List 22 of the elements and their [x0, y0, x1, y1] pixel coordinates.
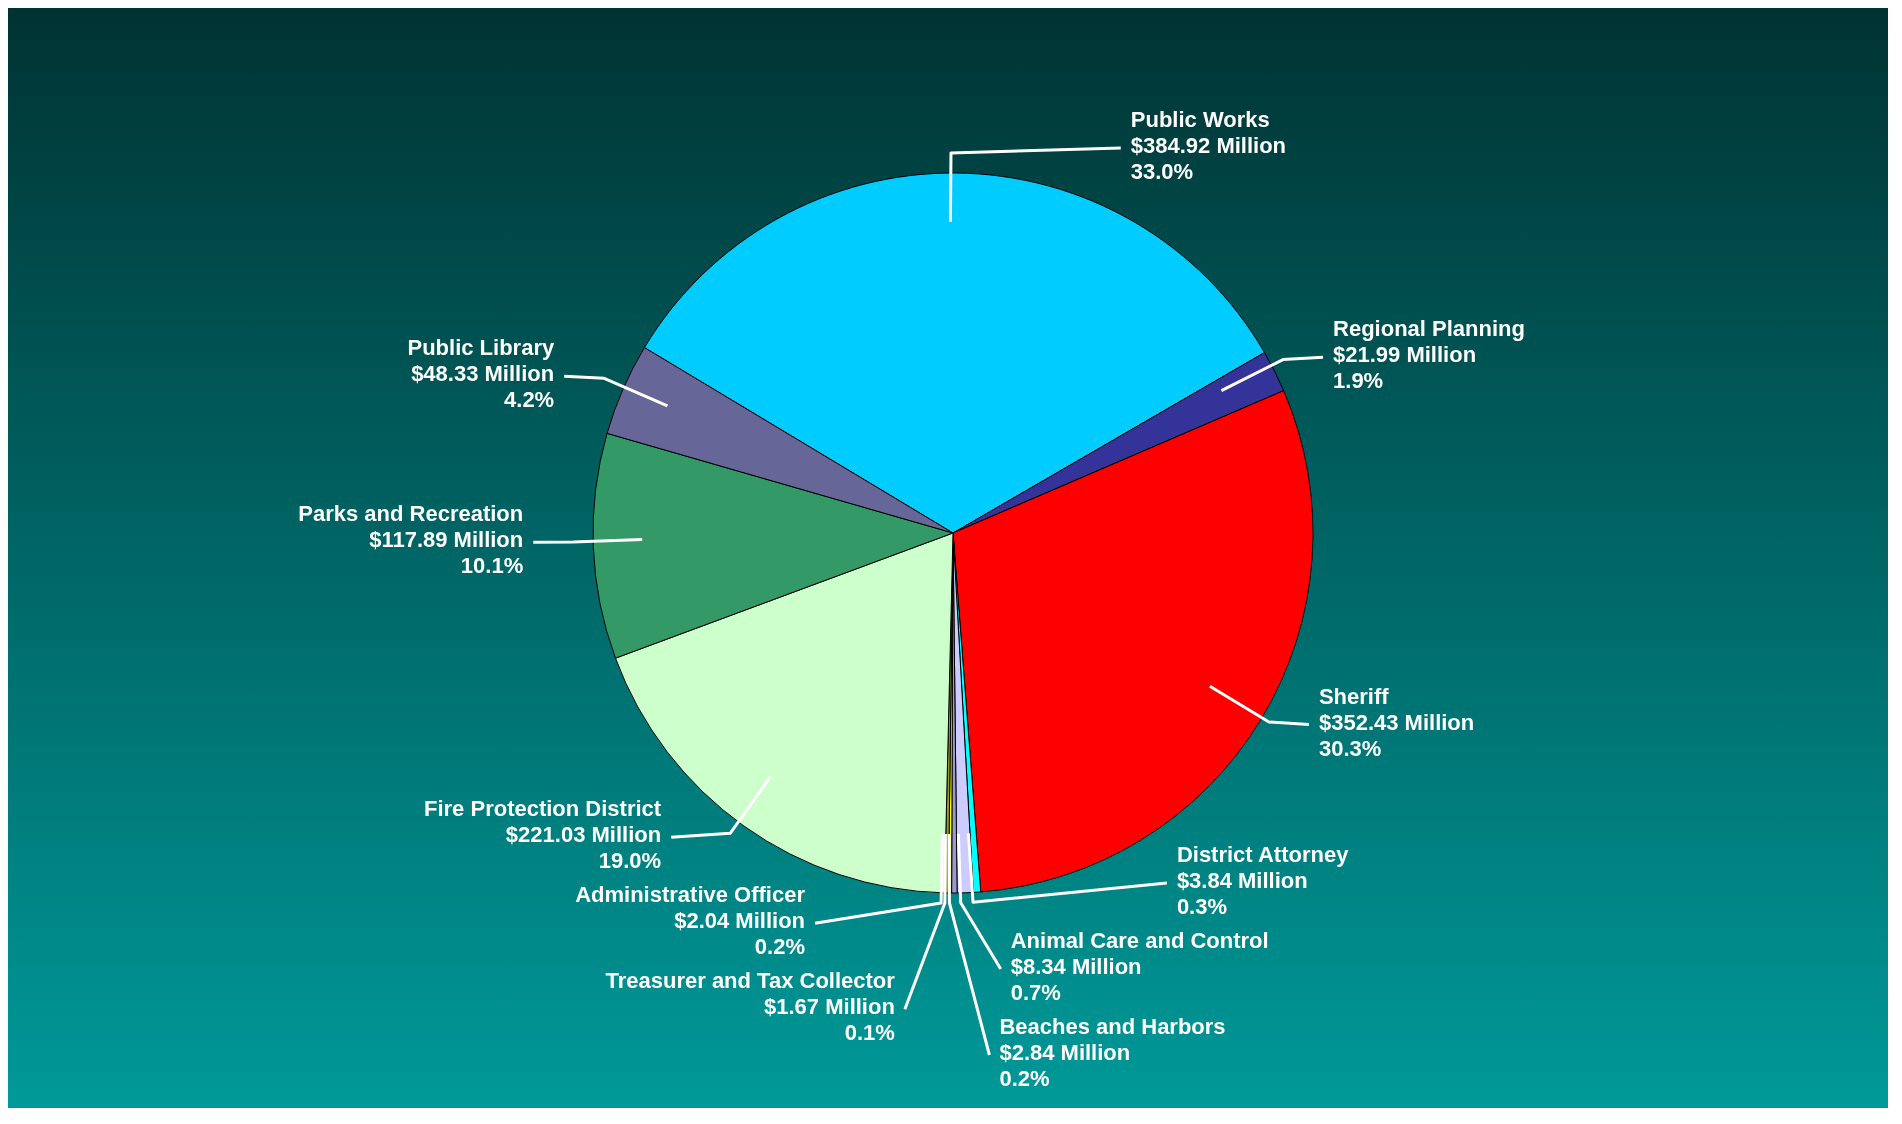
data-label: $21.99 Million 1.9% [1333, 342, 1477, 394]
slice-label: Fire Protection District [424, 796, 662, 822]
data-label: $3.84 Million 0.3% [1176, 868, 1308, 919]
slice-label: Parks and Recreation [298, 501, 524, 527]
slice-label: District Attorney [1176, 842, 1350, 867]
data-label: $221.03 Million 19.0% [505, 822, 662, 874]
slice-label: Public Library [407, 335, 555, 361]
slice-label: Public Works [1130, 107, 1270, 133]
data-label: $384.92 Million 33.0% [1130, 133, 1287, 185]
data-label: $2.84 Million 0.2% [999, 1040, 1131, 1091]
slice-label: Animal Care and Control [1010, 928, 1269, 953]
data-label: $8.34 Million 0.7% [1010, 954, 1142, 1005]
slice-label: Sheriff [1318, 683, 1390, 709]
slice-label: Treasurer and Tax Collector [605, 968, 896, 994]
data-label: $2.04 Million 0.2% [674, 908, 806, 960]
slice-label: Administrative Officer [575, 882, 806, 908]
slice-label: Regional Planning [1333, 316, 1525, 342]
data-label: $117.89 Million 10.1% [369, 527, 524, 579]
data-label: $48.33 Million 4.2% [411, 361, 555, 413]
data-label: $1.67 Million 0.1% [764, 994, 895, 1046]
slice-label: Beaches and Harbors [999, 1014, 1226, 1039]
data-label: $352.43 Million 30.3% [1318, 709, 1475, 761]
